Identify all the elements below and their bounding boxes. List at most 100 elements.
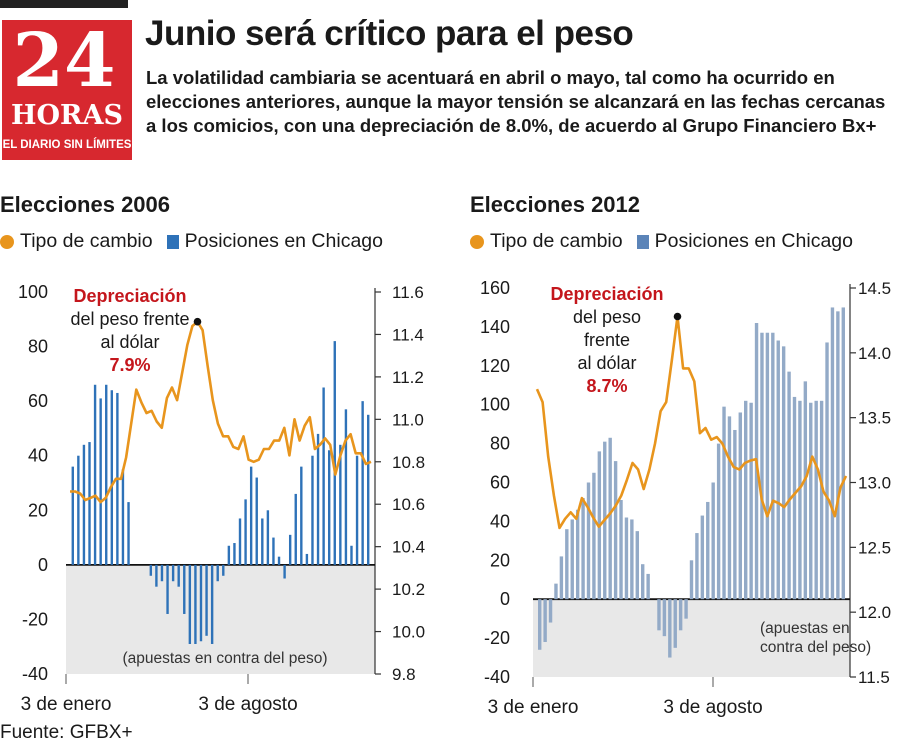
callout-text: del peso (573, 307, 641, 327)
bar (543, 599, 547, 642)
bar (227, 545, 231, 565)
logo-tagline: EL DIARIO SIN LÍMITES (3, 138, 132, 151)
bar (110, 390, 114, 565)
dek: La volatilidad cambiaria se acentuará en… (146, 67, 886, 136)
bar (684, 599, 688, 619)
left-axis-tick-label: -40 (22, 664, 48, 684)
headline: Junio será crítico para el peso (145, 14, 634, 53)
bar (327, 450, 331, 565)
bar (711, 482, 715, 600)
bar (830, 307, 835, 600)
source-note: Fuente: GFBX+ (0, 722, 133, 743)
bar (350, 545, 353, 565)
bar (760, 332, 764, 600)
bar (668, 599, 672, 658)
bar (99, 398, 102, 565)
right-axis-tick-label: 11.5 (858, 668, 890, 687)
bar (105, 384, 108, 565)
callout-title: Depreciación (550, 284, 663, 304)
negative-zone-note: (apuestas en contra del peso) (122, 650, 327, 667)
bar (344, 409, 348, 565)
left-axis-tick-label: 80 (28, 337, 48, 357)
x-axis-tick-label: 3 de agosto (198, 694, 297, 715)
left-axis-tick-label: 80 (490, 434, 510, 454)
legend-bar-swatch (166, 234, 179, 249)
callout-text: del peso frente (70, 309, 189, 329)
left-axis-tick-label: -20 (22, 609, 48, 629)
bar (662, 599, 667, 637)
bar (570, 519, 574, 600)
callout-value: 7.9% (109, 355, 150, 375)
bar (689, 560, 694, 600)
callout-value: 8.7% (586, 376, 627, 396)
bar (194, 564, 197, 644)
bar (300, 466, 303, 565)
x-axis-tick-label: 3 de agosto (663, 697, 762, 718)
bar (82, 444, 86, 565)
legend-bar-label: Posiciones en Chicago (654, 230, 853, 252)
bar (183, 564, 186, 614)
bar (657, 599, 661, 631)
negative-zone-note: (apuestas en contra del peso) (760, 620, 871, 656)
right-axis-tick-label: 13.5 (858, 409, 891, 428)
bar (554, 583, 558, 600)
exchange-rate-line (70, 320, 372, 504)
bar (311, 455, 314, 565)
x-axis-tick-label: 3 de enero (488, 697, 579, 718)
logo-word: HORAS (11, 100, 123, 131)
bar (216, 564, 219, 582)
bar (339, 444, 342, 565)
bar (305, 553, 309, 565)
left-axis-tick-label: 20 (490, 550, 510, 570)
bar (624, 517, 629, 600)
bar (266, 510, 270, 565)
bar (272, 537, 275, 565)
bar (233, 543, 236, 565)
right-axis-tick-label: 9.8 (392, 665, 416, 684)
bar (121, 469, 125, 565)
bar (171, 564, 175, 582)
bar (188, 564, 192, 644)
bar (316, 433, 320, 565)
bar (733, 429, 737, 600)
bar (160, 564, 164, 582)
right-axis-tick-label: 11.6 (392, 283, 424, 302)
bar (222, 564, 225, 576)
left-axis-tick-label: -20 (484, 628, 510, 648)
bar (565, 529, 569, 600)
left-axis-tick-label: 0 (500, 589, 510, 609)
bar (277, 556, 281, 565)
left-axis-tick-label: 140 (480, 317, 510, 337)
callout-text: al dólar (577, 353, 636, 373)
bar (155, 564, 158, 587)
bar (673, 599, 677, 648)
chart-title-2006: Elecciones 2006 (0, 192, 171, 217)
right-axis-tick-label: 12.0 (858, 603, 891, 622)
left-axis-tick-label: 60 (28, 391, 48, 411)
bar (619, 500, 623, 600)
legend-bar-swatch (636, 234, 649, 249)
right-axis-tick-label: 11.2 (392, 368, 424, 387)
bar (776, 340, 780, 600)
bar (288, 534, 292, 565)
chart-2012: -40 -20 0 20 40 60 80 100 120 140 160 11.5 12.0 12.5 1… (480, 278, 891, 718)
bar (836, 311, 840, 600)
x-axis-tick-label: 3 de enero (21, 694, 112, 715)
bar (765, 332, 770, 600)
bar (792, 396, 797, 600)
bar (738, 412, 742, 600)
bar (613, 461, 618, 600)
bar (819, 400, 824, 600)
bar (294, 493, 297, 565)
legend-bar-label: Posiciones en Chicago (184, 230, 383, 252)
bar (798, 400, 802, 600)
bar (700, 515, 705, 600)
left-axis-tick-label: 60 (490, 473, 510, 493)
bar (71, 466, 74, 565)
right-axis-tick-label: 11.4 (392, 325, 424, 344)
bar (355, 455, 359, 565)
bar (814, 400, 818, 600)
bar (744, 400, 748, 600)
bar (586, 482, 591, 600)
legend-line-swatch (470, 234, 484, 249)
